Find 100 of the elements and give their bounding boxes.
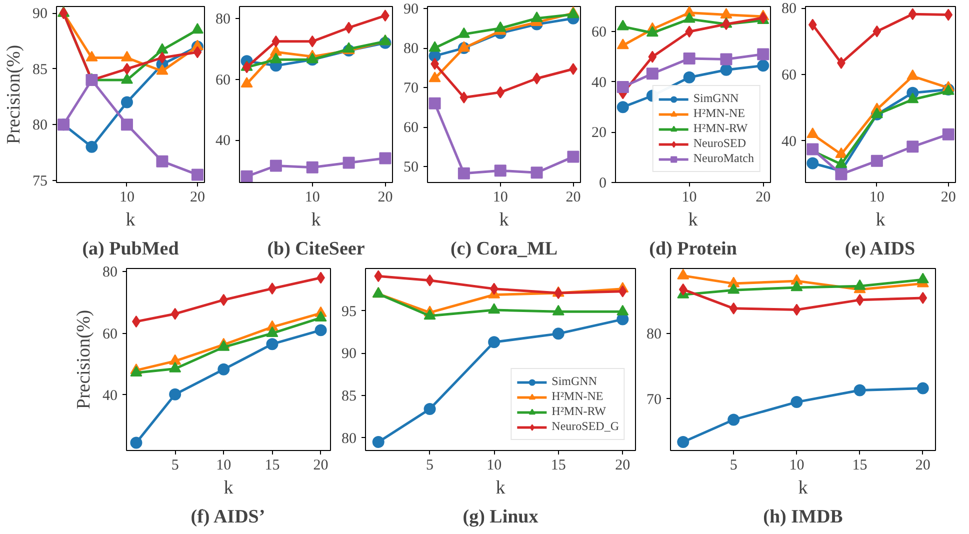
point [170,308,180,320]
point [870,154,883,167]
legend-label: H²MN-NE [693,106,745,121]
point [156,155,168,168]
y-tick-label: 60 [216,72,230,88]
y-tick-label: 40 [216,133,230,150]
point [428,97,441,110]
text: (f) AIDS’ [190,506,266,528]
y-tick-label: 70 [646,392,662,408]
point [270,160,282,172]
point [567,150,580,163]
text: (e) AIDS [844,238,916,260]
point [218,363,230,376]
point [942,128,954,140]
legend-label: H²MN-RW [552,404,606,419]
point [342,156,355,169]
x-tick-label: 20 [313,458,328,474]
point [916,272,929,284]
point [530,12,543,22]
point [86,140,98,153]
y-tick-label: 20 [592,125,606,142]
y-tick-label: 85 [342,388,356,404]
point [193,46,202,58]
x-tick-label: 10 [216,458,232,474]
point [120,50,133,62]
point [757,60,770,72]
point [757,48,770,60]
point [122,62,132,75]
point [806,157,819,170]
point [677,268,690,280]
y-tick-label: 40 [782,134,796,150]
point [314,311,327,322]
x-axis-title: k [126,210,136,230]
y-tick-label: 70 [404,80,418,97]
y-tick-label: 80 [782,1,796,18]
point [729,302,738,314]
y-tick-label: 60 [404,120,418,136]
point [728,414,740,426]
point [191,23,204,34]
point [683,52,696,65]
x-axis-title: k [496,478,506,498]
y-tick-label: 60 [592,24,606,41]
x-axis-title: k [798,478,808,498]
x-tick-label: 20 [615,458,630,474]
point [683,12,696,23]
x-tick-label: 10 [869,190,884,206]
point [908,8,917,20]
point [218,340,230,351]
point [266,326,278,337]
text: (b) CiteSeer [267,238,366,260]
point [616,20,629,30]
point [494,21,506,32]
point [219,294,228,306]
point [372,436,384,448]
y-tick-label: 0 [599,176,606,192]
point [130,366,142,376]
point [906,140,919,153]
point [156,64,168,75]
y-axis-title: Precision(%) [74,310,94,410]
point [496,86,505,98]
point [59,7,68,20]
y-tick-label: 50 [404,160,418,176]
point [428,41,441,52]
legend-label: NeuroSED [693,136,746,151]
point [488,303,500,314]
y-tick-label: 90 [342,346,356,362]
legend-label: SimGNN [693,91,739,106]
x-tick-label: 20 [378,190,393,206]
point [120,73,133,84]
point [120,96,133,108]
point [790,280,803,292]
point [806,128,819,138]
x-tick-label: 5 [426,458,434,474]
point [530,166,543,179]
y-tick-label: 80 [216,12,230,28]
point [458,27,470,38]
legend-label: H²MN-RW [693,121,748,136]
point [728,283,740,294]
point [720,8,732,18]
text: (g) Linux [462,506,539,528]
point [266,338,278,350]
point [552,304,564,316]
point [683,71,696,84]
x-tick-label: 20 [190,190,205,206]
x-tick-label: 20 [566,190,581,206]
point [120,118,133,131]
point [616,304,629,316]
point [554,287,563,300]
point [494,164,506,177]
x-tick-label: 20 [756,190,771,206]
point [424,309,436,320]
point [678,283,688,296]
point [616,38,629,50]
point [616,80,629,93]
point [720,53,732,66]
point [918,292,928,304]
x-tick-label: 15 [264,458,280,474]
point [646,26,658,37]
point [916,382,929,394]
point [169,362,182,372]
